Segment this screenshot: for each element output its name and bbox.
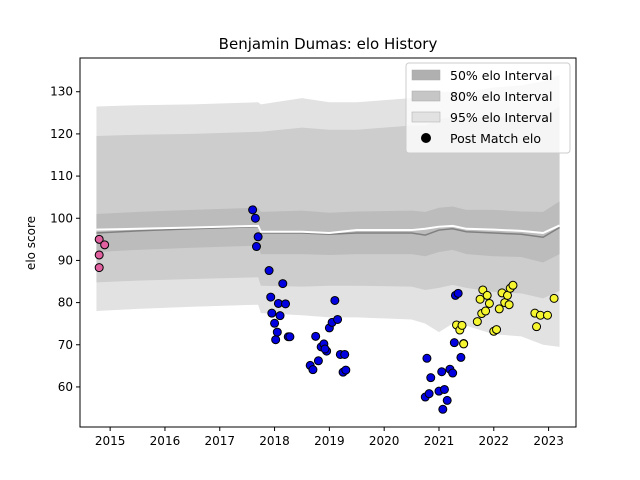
x-tick-label: 2016 bbox=[150, 434, 181, 448]
legend: 50% elo Interval 80% elo Interval 95% elo … bbox=[405, 62, 571, 154]
data-point bbox=[320, 344, 330, 354]
y-axis-label: elo score bbox=[24, 216, 38, 270]
data-point bbox=[248, 205, 258, 215]
x-tick-label: 2023 bbox=[533, 434, 564, 448]
x-tick-label: 2019 bbox=[314, 434, 345, 448]
legend-label: 80% elo Interval bbox=[450, 89, 552, 104]
y-tick-label: 70 bbox=[58, 338, 73, 352]
legend-swatch bbox=[411, 69, 441, 81]
chart-title: Benjamin Dumas: elo History bbox=[219, 35, 438, 53]
data-point bbox=[308, 365, 318, 375]
data-point bbox=[264, 266, 274, 276]
legend-swatch bbox=[411, 111, 441, 123]
data-point bbox=[94, 234, 104, 244]
data-point bbox=[270, 318, 280, 328]
data-point bbox=[426, 373, 436, 383]
legend-marker bbox=[421, 133, 431, 143]
data-point bbox=[453, 288, 463, 298]
data-point bbox=[442, 395, 452, 405]
data-point bbox=[250, 213, 260, 223]
data-point bbox=[424, 389, 434, 399]
legend-label: 50% elo Interval bbox=[450, 68, 552, 83]
y-tick-label: 80 bbox=[58, 296, 73, 310]
x-tick-label: 2020 bbox=[369, 434, 400, 448]
data-point bbox=[484, 298, 494, 308]
data-point bbox=[251, 242, 261, 252]
y-tick-label: 120 bbox=[50, 127, 73, 141]
data-point bbox=[313, 356, 323, 366]
series-1 bbox=[248, 205, 469, 414]
data-point bbox=[494, 304, 504, 314]
data-point bbox=[100, 240, 110, 250]
data-point bbox=[278, 279, 288, 289]
y-tick-label: 110 bbox=[50, 169, 73, 183]
legend-box bbox=[405, 62, 571, 154]
data-point bbox=[457, 320, 467, 330]
data-point bbox=[481, 306, 491, 316]
data-point bbox=[449, 338, 459, 348]
data-point bbox=[271, 335, 281, 345]
data-point bbox=[266, 292, 276, 302]
data-point bbox=[543, 310, 553, 320]
y-axis: 60 70 80 90 100 110 120 130 bbox=[50, 85, 80, 394]
data-point bbox=[437, 367, 447, 377]
data-point bbox=[94, 250, 104, 260]
legend-swatch bbox=[411, 90, 441, 102]
data-point bbox=[472, 317, 482, 327]
data-point bbox=[532, 322, 542, 332]
data-point bbox=[341, 365, 351, 375]
data-point bbox=[508, 280, 518, 290]
y-tick-label: 60 bbox=[58, 380, 73, 394]
y-tick-label: 100 bbox=[50, 211, 73, 225]
data-point bbox=[459, 339, 469, 349]
data-point bbox=[549, 293, 559, 303]
data-point bbox=[422, 353, 432, 363]
legend-label: Post Match elo bbox=[450, 131, 541, 146]
data-point bbox=[340, 349, 350, 359]
data-point bbox=[253, 232, 263, 242]
legend-label: 95% elo Interval bbox=[450, 110, 552, 125]
data-point bbox=[285, 332, 295, 342]
data-point bbox=[333, 314, 343, 324]
data-point bbox=[448, 368, 458, 378]
data-point bbox=[281, 299, 291, 309]
data-point bbox=[504, 300, 514, 310]
data-point bbox=[482, 290, 492, 300]
y-tick-label: 90 bbox=[58, 253, 73, 267]
x-axis: 2015 2016 2017 2018 2019 2020 2021 2022 2023 bbox=[95, 427, 564, 448]
data-point bbox=[94, 263, 104, 273]
data-point bbox=[456, 352, 466, 362]
data-point bbox=[275, 311, 285, 321]
data-point bbox=[311, 331, 321, 341]
x-tick-label: 2021 bbox=[424, 434, 455, 448]
median-line bbox=[96, 224, 560, 235]
data-point bbox=[330, 295, 340, 305]
data-point bbox=[267, 308, 277, 318]
data-point bbox=[439, 384, 449, 394]
series-0 bbox=[94, 234, 110, 273]
data-point bbox=[492, 325, 502, 335]
x-tick-label: 2017 bbox=[204, 434, 235, 448]
data-point bbox=[475, 294, 485, 304]
y-tick-label: 130 bbox=[50, 85, 73, 99]
data-point bbox=[272, 327, 282, 337]
x-tick-label: 2015 bbox=[95, 434, 126, 448]
series-2 bbox=[452, 280, 559, 349]
x-tick-label: 2018 bbox=[259, 434, 290, 448]
plot-frame bbox=[79, 57, 577, 428]
data-point bbox=[438, 404, 448, 414]
x-tick-label: 2022 bbox=[479, 434, 510, 448]
